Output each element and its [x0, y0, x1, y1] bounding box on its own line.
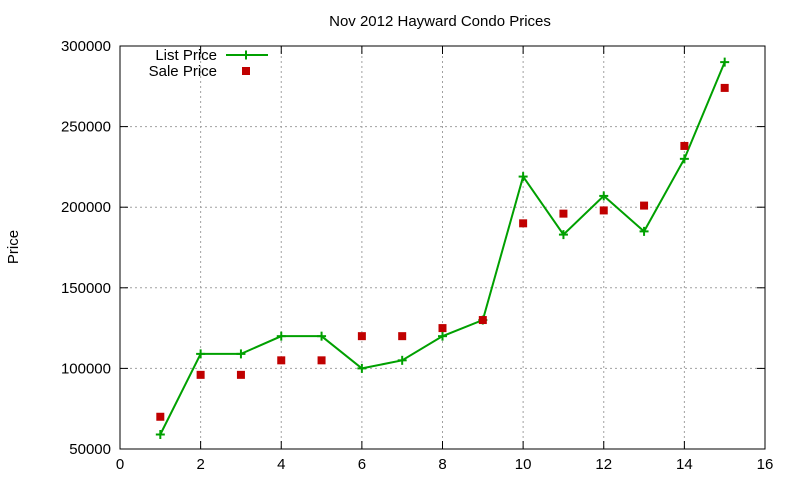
list-price-point — [317, 331, 327, 341]
list-price-point — [236, 349, 246, 359]
legend-label-sale-price: Sale Price — [149, 63, 217, 80]
sale-price-point — [720, 83, 729, 92]
x-tick-label: 14 — [676, 456, 693, 473]
chart-title: Nov 2012 Hayward Condo Prices — [329, 13, 551, 30]
legend-marker-sale-price — [242, 67, 250, 75]
x-tick-label: 8 — [438, 456, 446, 473]
sale-price-point — [519, 219, 528, 228]
y-tick-label: 300000 — [61, 38, 111, 55]
list-price-point — [558, 230, 568, 240]
x-tick-label: 0 — [116, 456, 124, 473]
legend-marker-list-price — [241, 50, 251, 60]
sale-price-point — [277, 356, 286, 365]
legend-label-list-price: List Price — [155, 47, 217, 64]
grid — [120, 46, 765, 449]
x-tick-label: 12 — [595, 456, 612, 473]
sale-price-point — [196, 370, 205, 379]
list-price-point — [155, 429, 165, 439]
list-price-point — [679, 154, 689, 164]
x-tick-label: 4 — [277, 456, 285, 473]
list-price-point — [518, 172, 528, 182]
y-tick-label: 150000 — [61, 280, 111, 297]
axes: 50000 100000 150000 200000 250000 300000 0 2 4 6 8… — [61, 38, 773, 473]
sale-price-point — [317, 356, 326, 365]
list-price-point — [599, 191, 609, 201]
x-tick-label: 10 — [515, 456, 532, 473]
list-price-point — [196, 349, 206, 359]
list-price-point — [357, 363, 367, 373]
list-price-point — [720, 57, 730, 67]
sale-price-point — [398, 332, 407, 341]
list-price-point — [639, 226, 649, 236]
sale-price-point — [156, 412, 165, 421]
list-price-point — [438, 331, 447, 341]
x-tick-label: 2 — [196, 456, 204, 473]
list-price-point — [276, 331, 286, 341]
x-tick-label: 16 — [757, 456, 774, 473]
sale-price-point — [640, 201, 649, 210]
sale-price-point — [680, 141, 689, 150]
sale-price-point — [357, 332, 366, 341]
sale-price-point — [599, 206, 608, 215]
list-price-point — [397, 355, 407, 365]
sale-price-point — [559, 209, 568, 218]
series — [155, 57, 730, 439]
x-tick-label: 6 — [358, 456, 366, 473]
y-tick-label: 200000 — [61, 199, 111, 216]
y-tick-label: 250000 — [61, 119, 111, 136]
y-tick-label: 100000 — [61, 360, 111, 377]
sale-price-point — [478, 316, 487, 325]
y-axis-label: Price — [5, 230, 22, 264]
y-tick-label: 50000 — [69, 441, 111, 458]
sale-price-point — [236, 370, 245, 379]
sale-price-point — [438, 324, 447, 333]
